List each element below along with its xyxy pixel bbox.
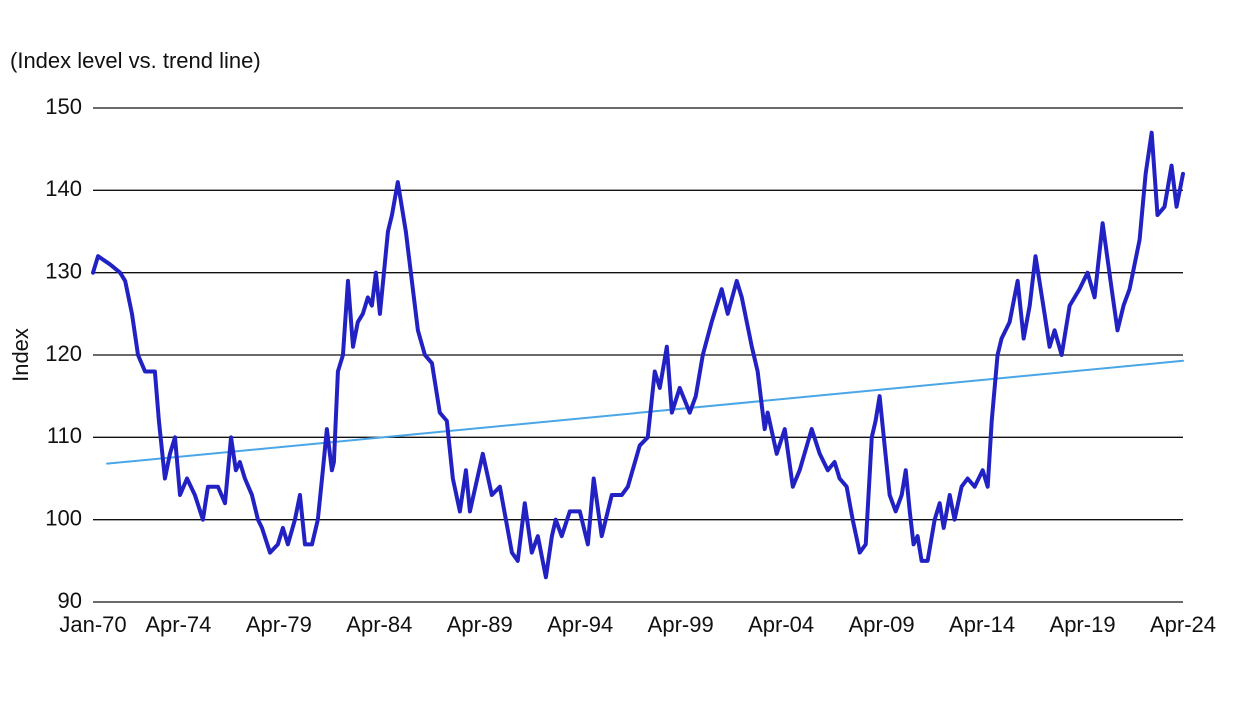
y-tick-label: 100: [45, 505, 82, 530]
y-tick-label: 110: [47, 423, 82, 448]
x-tick-label: Apr-14: [949, 612, 1015, 637]
y-tick-label: 150: [45, 94, 82, 119]
x-tick-label: Apr-09: [849, 612, 915, 637]
y-axis-label: Index: [8, 328, 33, 382]
x-tick-label: Jan-70: [59, 612, 126, 637]
x-tick-label: Apr-74: [145, 612, 211, 637]
x-tick-label: Apr-04: [748, 612, 814, 637]
series-line: [91, 130, 1185, 580]
x-tick-label: Apr-79: [246, 612, 312, 637]
y-tick-label: 140: [45, 176, 82, 201]
y-tick-label: 130: [45, 258, 82, 283]
chart-subtitle: (Index level vs. trend line): [10, 48, 261, 73]
x-tick-label: Apr-19: [1050, 612, 1116, 637]
x-tick-label: Apr-24: [1150, 612, 1216, 637]
x-tick-label: Apr-99: [648, 612, 714, 637]
series-line: [106, 359, 1184, 465]
x-tick-label: Apr-94: [547, 612, 613, 637]
y-tick-label: 120: [45, 341, 82, 366]
x-tick-label: Apr-89: [447, 612, 513, 637]
y-tick-label: 90: [58, 588, 82, 613]
x-tick-label: Apr-84: [346, 612, 412, 637]
